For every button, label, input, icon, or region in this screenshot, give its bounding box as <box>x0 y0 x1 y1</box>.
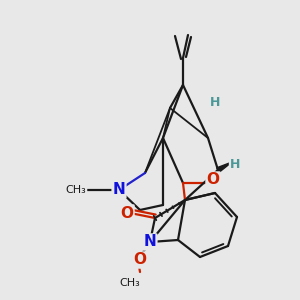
Polygon shape <box>217 162 232 172</box>
Text: CH₃: CH₃ <box>120 278 140 288</box>
Text: CH₃: CH₃ <box>66 185 86 195</box>
Text: O: O <box>206 172 220 188</box>
Text: H: H <box>230 158 240 170</box>
Text: N: N <box>144 235 156 250</box>
Text: H: H <box>210 95 220 109</box>
Text: O: O <box>134 253 146 268</box>
Text: N: N <box>112 182 125 197</box>
Text: O: O <box>121 206 134 220</box>
